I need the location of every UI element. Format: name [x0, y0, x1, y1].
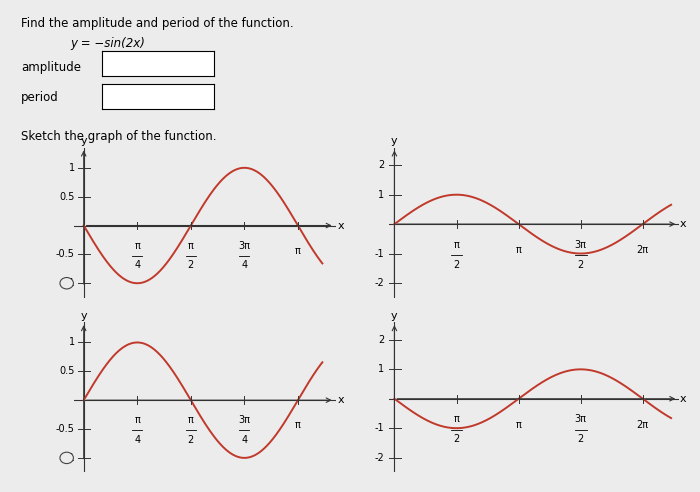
Text: 4: 4	[134, 260, 140, 270]
Text: -0.5: -0.5	[56, 249, 75, 259]
Text: 1: 1	[378, 190, 384, 200]
Text: 1: 1	[378, 365, 384, 374]
Text: 2: 2	[378, 335, 384, 345]
Text: Find the amplitude and period of the function.: Find the amplitude and period of the fun…	[21, 17, 293, 30]
Text: Sketch the graph of the function.: Sketch the graph of the function.	[21, 130, 216, 143]
Text: -1: -1	[374, 248, 384, 258]
Circle shape	[60, 452, 74, 463]
Text: 4: 4	[134, 435, 140, 445]
Text: -2: -2	[374, 453, 384, 462]
Text: x: x	[680, 394, 687, 404]
Text: π: π	[516, 245, 522, 255]
Text: π: π	[134, 415, 140, 426]
Text: -1: -1	[374, 423, 384, 433]
Text: 2π: 2π	[637, 420, 649, 430]
Text: π: π	[134, 241, 140, 251]
Text: -0.5: -0.5	[56, 424, 75, 434]
Text: 0.5: 0.5	[60, 192, 75, 202]
Text: π: π	[454, 240, 459, 250]
Text: 2: 2	[188, 260, 194, 270]
Text: -2: -2	[374, 278, 384, 288]
Text: 1: 1	[69, 163, 75, 173]
Text: y: y	[80, 311, 87, 321]
Text: amplitude: amplitude	[21, 62, 81, 74]
Text: x: x	[337, 395, 344, 405]
Text: -1: -1	[65, 453, 75, 463]
Text: π: π	[295, 421, 301, 430]
Text: 3π: 3π	[575, 240, 587, 250]
Text: 3π: 3π	[239, 415, 251, 426]
Text: y: y	[391, 311, 398, 321]
Text: 2: 2	[454, 260, 460, 270]
Text: 2: 2	[454, 434, 460, 444]
Text: y: y	[391, 136, 398, 146]
Text: 2π: 2π	[637, 245, 649, 255]
Text: π: π	[516, 420, 522, 430]
Text: 2: 2	[578, 260, 584, 270]
Text: π: π	[188, 415, 194, 426]
Text: -1: -1	[65, 278, 75, 288]
Text: 2: 2	[578, 434, 584, 444]
Text: 4: 4	[241, 260, 247, 270]
Text: 0.5: 0.5	[60, 367, 75, 376]
Text: 1: 1	[69, 338, 75, 347]
Text: 3π: 3π	[239, 241, 251, 251]
Text: 4: 4	[241, 435, 247, 445]
Text: π: π	[454, 414, 459, 425]
Text: period: period	[21, 91, 59, 104]
Text: x: x	[680, 219, 687, 229]
Text: y: y	[80, 136, 87, 146]
Text: y = −sin(2x): y = −sin(2x)	[70, 37, 145, 50]
Text: π: π	[188, 241, 194, 251]
Text: 2: 2	[188, 435, 194, 445]
Text: 3π: 3π	[575, 414, 587, 425]
Text: 2: 2	[378, 160, 384, 170]
Circle shape	[60, 277, 74, 289]
Text: x: x	[337, 220, 344, 231]
Text: π: π	[295, 246, 301, 256]
